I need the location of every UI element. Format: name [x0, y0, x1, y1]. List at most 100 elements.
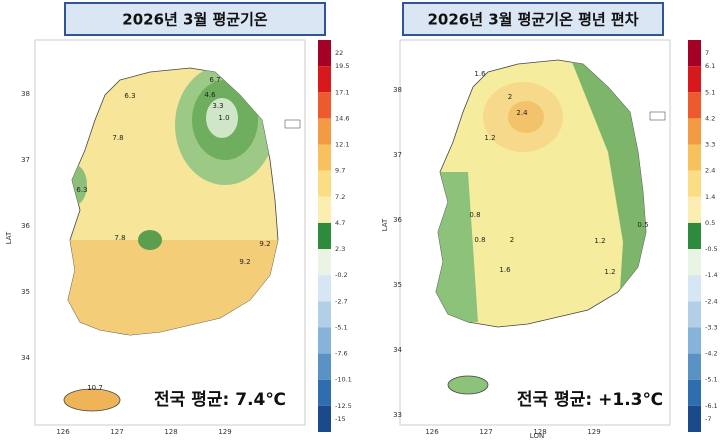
- colorbar-segment: [688, 327, 701, 354]
- contour-label: 9.2: [239, 258, 250, 266]
- colorbar-label: -0.2: [335, 271, 348, 279]
- contour-label: 0.8: [474, 236, 485, 244]
- contour-label: 3.3: [212, 102, 223, 110]
- contour-label: 2.4: [516, 109, 528, 117]
- colorbar-segment: [688, 196, 701, 223]
- colorbar-label: 19.5: [335, 62, 349, 70]
- panel-title: 2026년 3월 평균기온 평년 편차: [427, 11, 638, 29]
- lon-tick: 126: [56, 428, 70, 436]
- contour-label: 1.6: [499, 266, 511, 274]
- colorbar-segment: [688, 405, 701, 432]
- contour-label: 7.8: [112, 134, 123, 142]
- colorbar-label: 0.5: [705, 219, 715, 227]
- colorbar-segment: [318, 379, 331, 406]
- colorbar-label: 1.4: [705, 193, 715, 201]
- colorbar-segment: [318, 66, 331, 93]
- lat-tick: 35: [21, 288, 30, 296]
- contour-label: 10.7: [87, 384, 103, 392]
- colorbar-segment: [688, 170, 701, 197]
- colorbar-label: 4.7: [335, 219, 345, 227]
- title-box: [402, 2, 664, 36]
- colorbar-label: -3.3: [705, 323, 718, 331]
- lat-tick: 38: [393, 86, 402, 94]
- colorbar-segment: [318, 222, 331, 250]
- colorbar-label: -5.1: [705, 376, 718, 384]
- lat-tick: 36: [393, 216, 402, 224]
- colorbar-label: -12.5: [335, 402, 352, 410]
- contour-label: 2: [510, 236, 514, 244]
- colorbar-segment: [318, 196, 331, 223]
- lon-tick: 129: [587, 428, 600, 436]
- lon-tick: 127: [110, 428, 123, 436]
- lon-tick: 127: [479, 428, 492, 436]
- colorbar-segment: [318, 170, 331, 197]
- colorbar-segment: [688, 118, 701, 145]
- contour-label: 2: [508, 93, 512, 101]
- contour-label: 1.2: [604, 268, 615, 276]
- inset-box: [649, 111, 666, 121]
- lon-tick: 128: [164, 428, 177, 436]
- colorbar-label: 12.1: [335, 141, 349, 149]
- colorbar-segment: [688, 353, 701, 380]
- colorbar-segment: [688, 301, 701, 328]
- colorbar-label: 9.7: [335, 167, 345, 175]
- y-axis-label: LAT: [5, 231, 13, 244]
- colorbar-segment: [318, 40, 331, 67]
- colorbar-segment: [318, 301, 331, 328]
- colorbar-segment: [688, 249, 701, 276]
- national-average: 전국 평균: +1.3℃: [517, 390, 663, 410]
- colorbar-label: -2.7: [335, 297, 348, 305]
- colorbar-label: -7.6: [335, 350, 348, 358]
- lon-tick: 128: [533, 428, 546, 436]
- colorbar-label: 5.1: [705, 88, 715, 96]
- panel-title: 2026년 3월 평균기온: [122, 11, 268, 29]
- colorbar-label: 17.1: [335, 88, 349, 96]
- y-axis-label: LAT: [381, 218, 389, 231]
- contour-label: 1.2: [594, 237, 605, 245]
- contour-label: 1.0: [218, 114, 229, 122]
- contour-label: 6.7: [209, 76, 220, 84]
- colorbar-label: -2.4: [705, 297, 718, 305]
- colorbar-label: -0.5: [705, 245, 718, 253]
- colorbar-label: 14.6: [335, 114, 349, 122]
- colorbar-label: -1.4: [705, 271, 718, 279]
- colorbar-label: -6.1: [705, 402, 718, 410]
- colorbar-segment: [688, 40, 701, 67]
- colorbar-label: -5.1: [335, 323, 348, 331]
- contour-label: 6.3: [76, 186, 87, 194]
- colorbar-label: 3.3: [705, 141, 715, 149]
- colorbar-segment: [318, 144, 331, 171]
- lat-tick: 33: [393, 411, 402, 419]
- lat-tick: 34: [393, 346, 402, 354]
- colorbar-segment: [318, 327, 331, 354]
- colorbar-label: -10.1: [335, 376, 352, 384]
- lat-tick: 37: [393, 151, 402, 159]
- contour-label: 4.6: [204, 91, 216, 99]
- national-average: 전국 평균: 7.4℃: [154, 390, 286, 410]
- colorbar-label: 7.2: [335, 193, 345, 201]
- contour-label: 6.3: [124, 92, 135, 100]
- colorbar-segment: [318, 118, 331, 145]
- lat-tick: 38: [21, 90, 30, 98]
- contour-label: 0.5: [637, 221, 648, 229]
- colorbar-label: 22: [335, 49, 343, 57]
- colorbar-label: 7: [705, 49, 709, 57]
- lat-tick: 37: [21, 156, 30, 164]
- contour-label: 1.6: [474, 70, 486, 78]
- lat-tick: 35: [393, 281, 402, 289]
- colorbar-segment: [318, 249, 331, 276]
- colorbar-label: -7: [705, 415, 711, 423]
- colorbar-label: -4.2: [705, 350, 718, 358]
- lon-tick: 129: [218, 428, 231, 436]
- colorbar-segment: [318, 275, 331, 302]
- lat-tick: 34: [21, 354, 30, 362]
- colorbar-segment: [688, 275, 701, 302]
- colorbar-segment: [318, 405, 331, 432]
- colorbar-segment: [688, 379, 701, 406]
- inset-box: [284, 119, 301, 129]
- lat-tick: 36: [21, 222, 30, 230]
- colorbar-segment: [688, 92, 701, 119]
- colorbar-segment: [688, 66, 701, 93]
- title-box: [64, 2, 326, 36]
